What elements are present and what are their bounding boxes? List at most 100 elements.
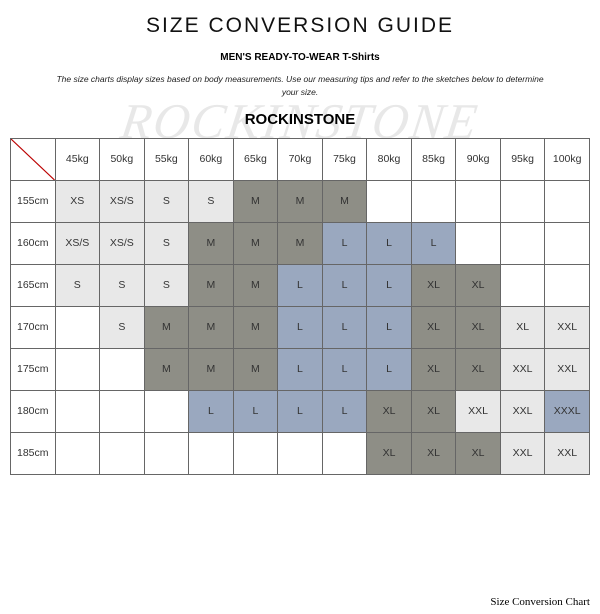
size-cell: XXL (545, 432, 590, 474)
size-cell: XXL (500, 348, 545, 390)
col-header: 80kg (367, 138, 412, 180)
size-cell: M (144, 306, 189, 348)
col-header: 70kg (278, 138, 323, 180)
col-header: 60kg (189, 138, 234, 180)
size-cell (100, 432, 145, 474)
size-cell (144, 432, 189, 474)
size-cell (233, 432, 278, 474)
size-cell (55, 348, 100, 390)
size-cell: XL (456, 306, 501, 348)
size-cell: XXXL (545, 390, 590, 432)
col-header: 100kg (545, 138, 590, 180)
size-cell (100, 390, 145, 432)
size-cell (545, 222, 590, 264)
size-cell: M (189, 348, 234, 390)
size-cell: L (233, 390, 278, 432)
brand-name: ROCKINSTONE (0, 111, 600, 128)
size-cell: M (322, 180, 367, 222)
size-cell: M (189, 264, 234, 306)
size-cell: XL (411, 306, 456, 348)
size-cell: XL (411, 432, 456, 474)
size-cell (367, 180, 412, 222)
size-cell (500, 180, 545, 222)
size-cell: L (367, 306, 412, 348)
size-cell: XXL (456, 390, 501, 432)
size-cell: XS/S (55, 222, 100, 264)
subtitle-prefix: MEN'S READY-TO-WEAR (220, 52, 339, 63)
size-cell: L (411, 222, 456, 264)
col-header: 50kg (100, 138, 145, 180)
size-cell (189, 432, 234, 474)
table-corner-cell (11, 138, 56, 180)
row-header: 155cm (11, 180, 56, 222)
size-cell: XL (411, 348, 456, 390)
row-header: 175cm (11, 348, 56, 390)
size-cell: S (144, 264, 189, 306)
size-cell: L (278, 348, 323, 390)
size-cell: L (322, 348, 367, 390)
size-cell: XXL (500, 432, 545, 474)
size-cell: XL (456, 348, 501, 390)
col-header: 55kg (144, 138, 189, 180)
size-cell (55, 306, 100, 348)
col-header: 90kg (456, 138, 501, 180)
size-cell: S (55, 264, 100, 306)
size-cell: M (233, 306, 278, 348)
size-cell: M (233, 180, 278, 222)
size-cell: XL (411, 390, 456, 432)
size-cell: M (189, 222, 234, 264)
size-cell: XL (367, 390, 412, 432)
size-cell: M (233, 222, 278, 264)
col-header: 95kg (500, 138, 545, 180)
size-cell: XXL (545, 348, 590, 390)
size-cell (100, 348, 145, 390)
size-cell (456, 180, 501, 222)
col-header: 85kg (411, 138, 456, 180)
size-cell: L (189, 390, 234, 432)
size-cell: L (322, 264, 367, 306)
page-title: SIZE CONVERSION GUIDE (0, 14, 600, 38)
size-cell: M (278, 222, 323, 264)
size-cell (55, 432, 100, 474)
size-cell (144, 390, 189, 432)
size-cell: S (189, 180, 234, 222)
size-cell (500, 264, 545, 306)
size-cell: XL (500, 306, 545, 348)
size-cell: M (144, 348, 189, 390)
row-header: 170cm (11, 306, 56, 348)
size-cell: XL (367, 432, 412, 474)
col-header: 45kg (55, 138, 100, 180)
size-cell: L (278, 264, 323, 306)
size-table-wrap: 45kg50kg55kg60kg65kg70kg75kg80kg85kg90kg… (10, 138, 590, 475)
size-cell: XXL (500, 390, 545, 432)
size-cell: XL (411, 264, 456, 306)
row-header: 180cm (11, 390, 56, 432)
size-cell: XS/S (100, 222, 145, 264)
size-cell: L (367, 264, 412, 306)
size-cell (322, 432, 367, 474)
size-cell: S (100, 264, 145, 306)
subtitle: MEN'S READY-TO-WEAR T-Shirts (0, 52, 600, 63)
col-header: 75kg (322, 138, 367, 180)
size-cell: L (278, 390, 323, 432)
col-header: 65kg (233, 138, 278, 180)
size-cell: XL (456, 264, 501, 306)
chart-caption: Size Conversion Chart (490, 596, 590, 608)
row-header: 160cm (11, 222, 56, 264)
size-cell (500, 222, 545, 264)
size-cell: L (278, 306, 323, 348)
size-cell (545, 264, 590, 306)
size-cell (545, 180, 590, 222)
size-cell: L (322, 222, 367, 264)
size-cell: XS/S (100, 180, 145, 222)
size-cell (411, 180, 456, 222)
row-header: 165cm (11, 264, 56, 306)
size-cell: XS (55, 180, 100, 222)
size-cell (55, 390, 100, 432)
row-header: 185cm (11, 432, 56, 474)
size-cell: M (233, 348, 278, 390)
size-cell: XXL (545, 306, 590, 348)
size-cell: S (144, 222, 189, 264)
size-cell: L (322, 306, 367, 348)
size-cell: M (278, 180, 323, 222)
